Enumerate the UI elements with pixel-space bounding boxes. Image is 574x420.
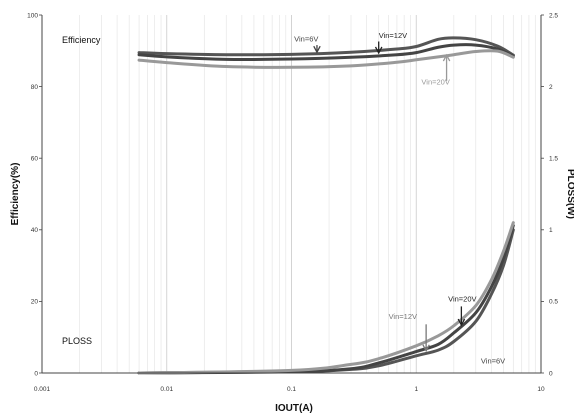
y-tick-label: 20: [31, 299, 39, 306]
efficiency-inline-label: Efficiency: [62, 35, 101, 45]
x-tick-label: 0.01: [160, 386, 173, 393]
annotation-label: Vin=12V: [389, 312, 417, 321]
series-lines: [137, 36, 515, 375]
ploss-line-vin-12v: [137, 224, 515, 375]
axes: [39, 14, 544, 374]
annotation-label: Vin=20V: [448, 294, 476, 303]
y-tick-label: 0: [34, 370, 38, 377]
y2-tick-label: 1.5: [549, 156, 558, 163]
y2-tick-label: 2.5: [549, 12, 558, 19]
x-tick-label: 10: [537, 386, 545, 393]
annotation-arrow-head: [313, 45, 321, 54]
y-tick-label: 40: [31, 227, 39, 234]
y2-axis-title: PLOSS(W): [565, 169, 574, 219]
y-axis-title: Efficiency(%): [10, 163, 21, 226]
annotation-label: Vin=6V: [294, 34, 318, 43]
y2-tick-label: 2: [549, 84, 553, 91]
y-tick-label: 100: [27, 12, 38, 19]
y2-tick-label: 0.5: [549, 299, 558, 306]
x-axis-title: IOUT(A): [275, 403, 313, 414]
annotation-arrow-head: [374, 46, 383, 55]
annotation-label: Vin=20V: [421, 77, 449, 86]
y-tick-label: 80: [31, 84, 39, 91]
annotation-arrow-head: [457, 318, 466, 327]
x-tick-label: 1: [414, 386, 418, 393]
x-tick-label: 0.001: [34, 386, 51, 393]
efficiency-line-vin-12v: [137, 43, 515, 62]
ploss-inline-label: PLOSS: [62, 336, 92, 346]
y-tick-label: 60: [31, 156, 39, 163]
annotation-label: Vin=6V: [481, 357, 505, 366]
efficiency-line-vin-6v: [137, 36, 515, 57]
annotation-arrow-head: [422, 344, 430, 353]
ploss-line-vin-20v: [137, 221, 515, 375]
y2-tick-label: 1: [549, 227, 553, 234]
y2-tick-label: 0: [549, 370, 553, 377]
grid: [41, 15, 536, 373]
annotation-label: Vin=12V: [379, 31, 407, 40]
annotations: Vin=6V Vin=12V Vin=20V Vin=20V Vin=12V Vin=6V: [294, 31, 505, 366]
efficiency-line-vin-20v: [137, 49, 515, 69]
annotation-arrow-head: [442, 53, 451, 62]
x-tick-label: 0.1: [287, 386, 296, 393]
